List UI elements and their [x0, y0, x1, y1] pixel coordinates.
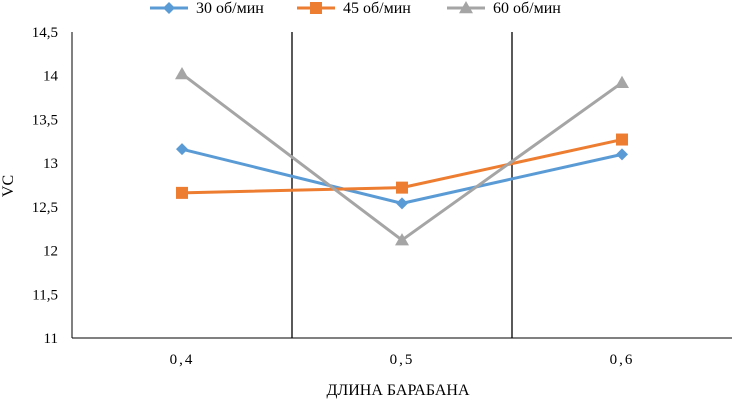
legend-label: 45 об/мин: [343, 0, 411, 17]
x-axis-ticks: 0,4 0,5 0,6: [170, 352, 635, 368]
legend-item: 45 об/мин: [297, 0, 411, 17]
legend-marker: [310, 2, 322, 14]
data-point: [616, 133, 628, 146]
legend-label: 30 об/мин: [196, 0, 264, 17]
data-point: [175, 66, 189, 80]
legend-marker: [459, 1, 473, 14]
data-point: [176, 143, 188, 156]
data-point: [615, 75, 629, 88]
y-tick-label: 12: [43, 244, 58, 260]
y-tick-label: 13,5: [32, 112, 58, 128]
data-point: [396, 197, 408, 210]
y-tick-label: 14,5: [32, 25, 58, 41]
x-tick-label: 0,4: [170, 352, 195, 368]
data-point: [616, 148, 628, 161]
plot-area: [71, 32, 732, 339]
series-line: [181, 147, 623, 205]
data-point: [396, 181, 408, 194]
y-tick-label: 14: [43, 69, 59, 85]
series-line: [181, 72, 623, 242]
series-2: [176, 133, 628, 199]
y-tick-label: 12,5: [32, 200, 58, 216]
y-tick-label: 11: [44, 331, 58, 347]
legend: 30 об/мин 45 об/мин 60 об/мин: [150, 0, 561, 17]
legend-item: 60 об/мин: [447, 0, 561, 17]
y-tick-label: 13: [43, 156, 58, 172]
y-tick-label: 11,5: [32, 287, 58, 303]
x-tick-label: 0,5: [390, 352, 415, 368]
series-layer: [175, 66, 629, 246]
data-point: [395, 233, 409, 246]
data-point: [176, 186, 188, 199]
legend-label: 60 об/мин: [493, 0, 561, 17]
series-1: [176, 143, 628, 210]
y-axis-ticks: 11 11,5 12 12,5 13 13,5 14 14,5: [32, 25, 59, 347]
legend-item: 30 об/мин: [150, 0, 264, 17]
series-3: [175, 66, 629, 246]
x-tick-label: 0,6: [610, 352, 635, 368]
x-axis-title: ДЛИНА БАРАБАНА: [326, 382, 469, 399]
y-axis-title: VC: [0, 175, 17, 197]
legend-marker: [163, 2, 175, 14]
